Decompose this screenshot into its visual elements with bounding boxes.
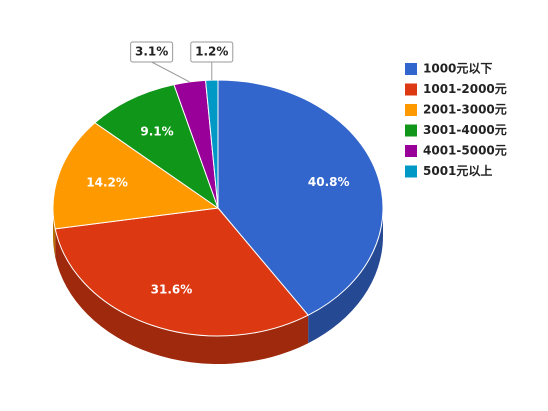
legend-label: 4001-5000元: [423, 144, 507, 158]
legend-label: 3001-4000元: [423, 123, 507, 137]
leader-line: [151, 61, 190, 83]
slice: [52, 122, 220, 230]
slice-side: [308, 208, 383, 344]
legend-label: 1001-2000元: [423, 82, 507, 96]
slice: [54, 207, 309, 337]
legend-label: 2001-3000元: [423, 103, 507, 117]
data-label: 1.2%: [195, 45, 228, 59]
legend-swatch: [405, 165, 417, 178]
legend-label: 1000元以下: [423, 62, 492, 76]
label-box: [190, 41, 234, 63]
slice-side: [55, 228, 309, 364]
data-label: 14.2%: [86, 176, 128, 190]
legend-swatch: [405, 83, 417, 96]
legend-swatch: [405, 145, 417, 157]
legend-label: 5001元以上: [423, 163, 492, 178]
data-label: 9.1%: [140, 124, 173, 138]
slice: [94, 84, 219, 210]
label-box: [130, 41, 174, 63]
legend-swatch: [405, 63, 417, 75]
slice: [205, 79, 219, 209]
data-label: 31.6%: [151, 283, 193, 297]
data-label: 3.1%: [135, 45, 168, 59]
legend-swatch: [405, 124, 417, 137]
legend-swatch: [405, 104, 417, 116]
data-label: 40.8%: [308, 175, 350, 189]
